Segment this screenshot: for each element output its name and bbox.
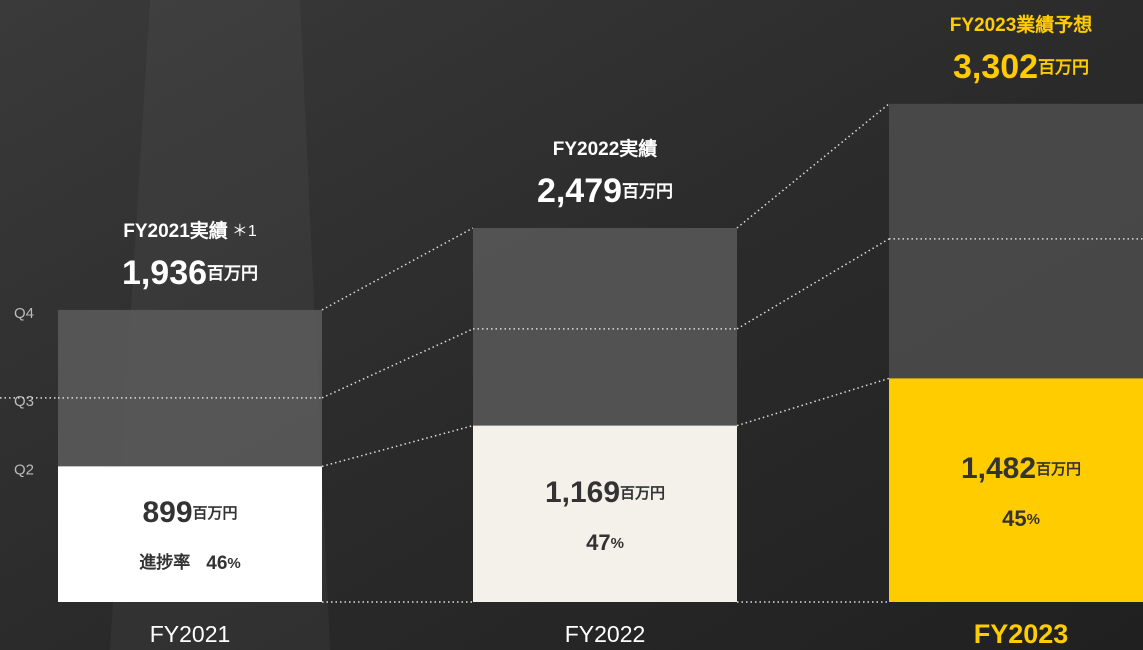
progress-label: 進捗率 46% <box>139 553 240 575</box>
progress-label: 47% <box>586 530 624 555</box>
quarter-label: Q4 <box>14 305 34 322</box>
bar-header: FY2021実績 ＊1 <box>123 219 257 242</box>
h1-value: 1,169 <box>545 476 620 509</box>
h1-unit: 百万円 <box>620 485 665 502</box>
total-value: 2,479 <box>537 172 622 210</box>
header-text: FY2023業績予想 <box>950 13 1093 36</box>
h1-bar <box>58 466 322 602</box>
h1-value: 1,482 <box>961 452 1036 485</box>
total-label: 1,936百万円 <box>122 254 258 292</box>
total-label: 2,479百万円 <box>537 172 673 210</box>
total-value: 3,302 <box>953 48 1038 86</box>
h1-label: 1,482百万円 <box>961 452 1081 485</box>
total-unit: 百万円 <box>207 264 258 283</box>
quarter-label: Q3 <box>14 393 34 410</box>
progress-unit: % <box>227 555 240 572</box>
header-text: FY2022実績 <box>553 137 658 160</box>
h1-bar <box>473 425 737 602</box>
total-value: 1,936 <box>122 254 207 292</box>
progress-unit: % <box>611 535 624 552</box>
progress-value: 45 <box>1002 506 1026 531</box>
total-label: 3,302百万円 <box>953 48 1089 86</box>
h1-label: 1,169百万円 <box>545 476 665 509</box>
category-label: FY2023 <box>974 619 1069 649</box>
bar-header: FY2023業績予想 <box>950 13 1093 36</box>
progress-value: 46 <box>206 553 227 574</box>
connector <box>321 328 474 399</box>
h1-unit: 百万円 <box>193 505 238 522</box>
connector <box>321 227 474 311</box>
total-unit: 百万円 <box>622 182 673 201</box>
category-label: FY2022 <box>565 621 646 647</box>
h1-bar <box>889 378 1143 602</box>
header-note: ＊1 <box>232 223 257 240</box>
progress-label: 45% <box>1002 506 1040 531</box>
header-text: FY2021実績 <box>123 219 228 242</box>
bar-header: FY2022実績 <box>553 137 658 160</box>
total-unit: 百万円 <box>1038 58 1089 77</box>
h1-value: 899 <box>142 496 192 529</box>
progress-unit: % <box>1027 511 1040 528</box>
category-label: FY2021 <box>150 621 231 647</box>
quarter-label: Q2 <box>14 461 34 478</box>
progress-prefix: 進捗率 <box>139 553 190 573</box>
h1-label: 899百万円 <box>142 496 237 529</box>
h1-unit: 百万円 <box>1036 461 1081 478</box>
progress-value: 47 <box>586 530 610 555</box>
connector <box>736 103 890 229</box>
